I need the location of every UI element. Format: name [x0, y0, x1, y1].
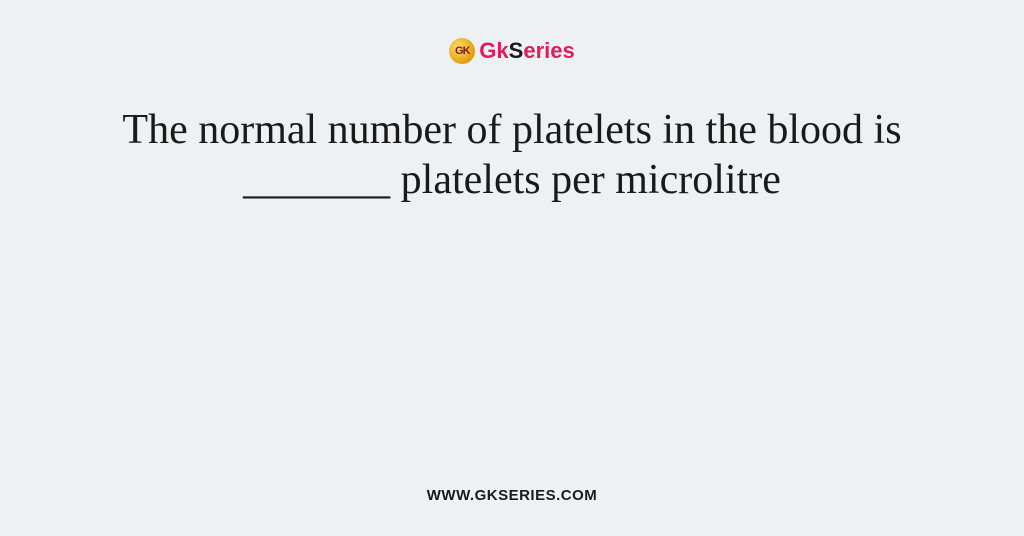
logo-eries-part: eries — [523, 38, 574, 63]
logo-s-part: S — [509, 38, 524, 63]
logo-gk-part: Gk — [479, 38, 508, 63]
footer-url: WWW.GKSERIES.COM — [427, 487, 598, 504]
logo-badge-icon — [449, 38, 475, 64]
logo-container: GkSeries — [449, 38, 574, 64]
question-text: The normal number of platelets in the bl… — [52, 106, 972, 205]
logo-text: GkSeries — [479, 38, 574, 64]
